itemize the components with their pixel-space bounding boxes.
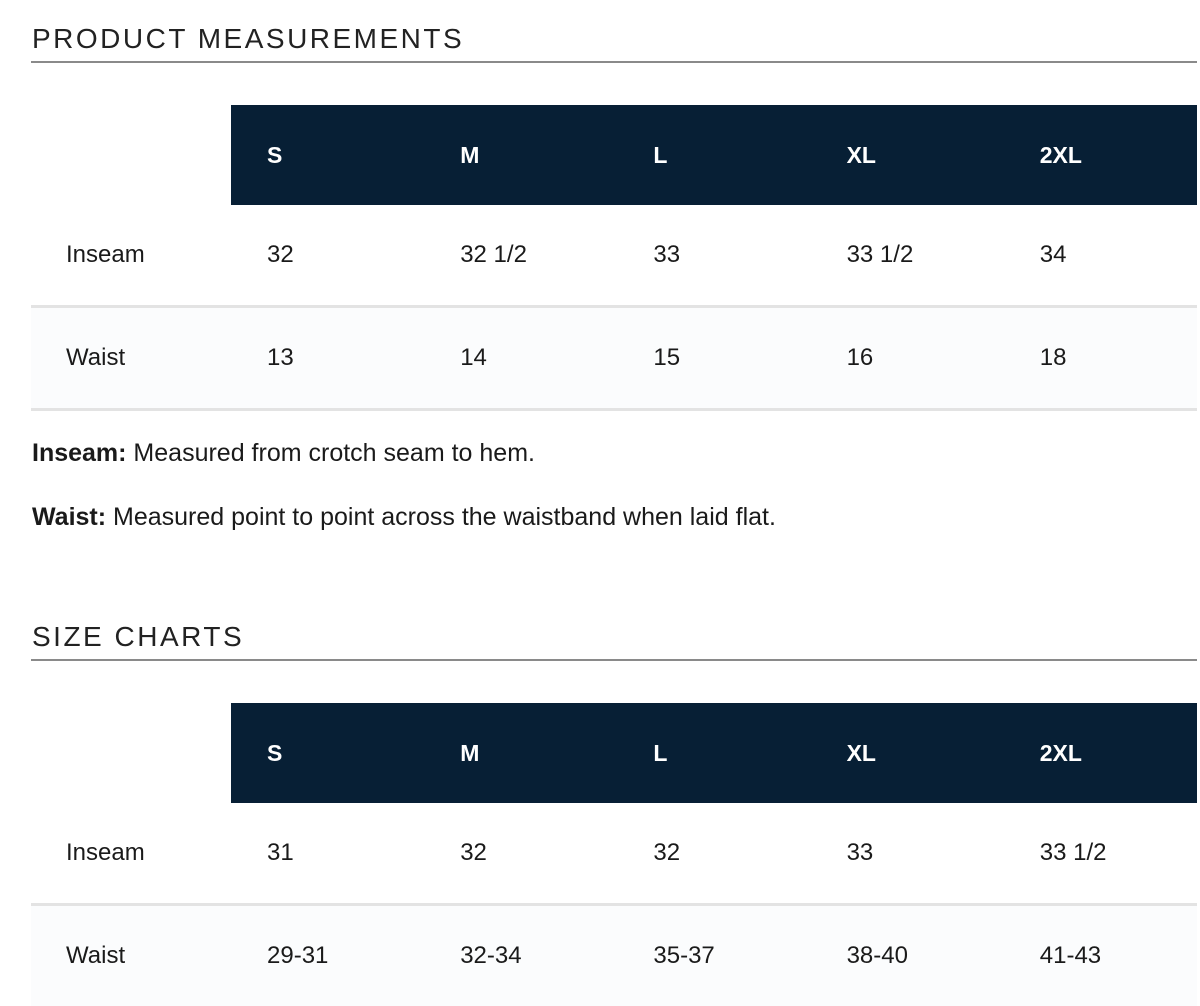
table-cell: 29-31	[231, 905, 424, 1006]
table-cell: 18	[1004, 307, 1197, 410]
waist-note-text: Measured point to point across the waist…	[106, 503, 776, 531]
table-cell: 34	[1004, 205, 1197, 307]
header-blank-cell	[31, 703, 231, 803]
table-cell: 13	[231, 307, 424, 410]
header-blank-cell	[31, 105, 231, 205]
table-row: Inseam 32 32 1/2 33 33 1/2 34	[31, 205, 1197, 307]
size-header-xl: XL	[811, 703, 1004, 803]
table-row: Inseam 31 32 32 33 33 1/2	[31, 803, 1197, 905]
size-header-m: M	[424, 703, 617, 803]
row-label-waist: Waist	[31, 307, 231, 410]
row-label-inseam: Inseam	[31, 803, 231, 905]
row-label-inseam: Inseam	[31, 205, 231, 307]
size-header-2xl: 2XL	[1004, 703, 1197, 803]
size-header-s: S	[231, 703, 424, 803]
table-cell: 32-34	[424, 905, 617, 1006]
table-cell: 38-40	[811, 905, 1004, 1006]
product-measurements-title: PRODUCT MEASUREMENTS	[32, 25, 464, 53]
inseam-note-text: Measured from crotch seam to hem.	[126, 439, 534, 467]
table-cell: 31	[231, 803, 424, 905]
size-header-xl: XL	[811, 105, 1004, 205]
table-cell: 41-43	[1004, 905, 1197, 1006]
size-header-l: L	[617, 105, 810, 205]
inseam-note: Inseam: Measured from crotch seam to hem…	[32, 441, 535, 466]
table-header-row: S M L XL 2XL	[31, 703, 1197, 803]
table-cell: 33 1/2	[811, 205, 1004, 307]
table-cell: 33 1/2	[1004, 803, 1197, 905]
table-cell: 16	[811, 307, 1004, 410]
inseam-note-term: Inseam:	[32, 439, 126, 467]
table-cell: 33	[811, 803, 1004, 905]
table-cell: 33	[617, 205, 810, 307]
table-row: Waist 29-31 32-34 35-37 38-40 41-43	[31, 905, 1197, 1006]
table-cell: 32	[231, 205, 424, 307]
row-label-waist: Waist	[31, 905, 231, 1006]
table-cell: 32	[617, 803, 810, 905]
table-row: Waist 13 14 15 16 18	[31, 307, 1197, 410]
product-measurements-table: S M L XL 2XL Inseam 32 32 1/2 33 33 1/2 …	[31, 105, 1197, 411]
table-header-row: S M L XL 2XL	[31, 105, 1197, 205]
size-header-l: L	[617, 703, 810, 803]
table-cell: 32	[424, 803, 617, 905]
size-charts-divider	[31, 659, 1197, 661]
waist-note: Waist: Measured point to point across th…	[32, 505, 776, 530]
product-measurements-divider	[31, 61, 1197, 63]
size-charts-title: SIZE CHARTS	[32, 623, 244, 651]
waist-note-term: Waist:	[32, 503, 106, 531]
table-cell: 35-37	[617, 905, 810, 1006]
size-header-s: S	[231, 105, 424, 205]
table-cell: 14	[424, 307, 617, 410]
size-header-m: M	[424, 105, 617, 205]
size-header-2xl: 2XL	[1004, 105, 1197, 205]
table-cell: 15	[617, 307, 810, 410]
size-charts-table: S M L XL 2XL Inseam 31 32 32 33 33 1/2 W…	[31, 703, 1197, 1006]
table-cell: 32 1/2	[424, 205, 617, 307]
